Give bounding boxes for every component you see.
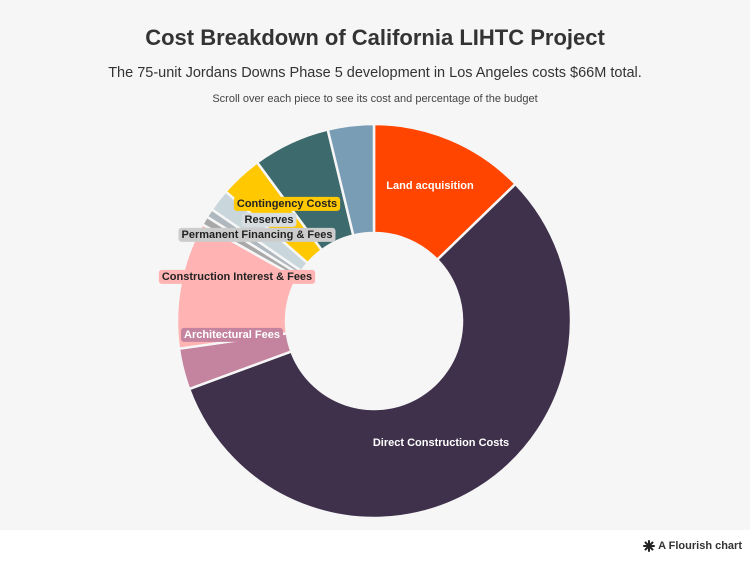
slice-label-background [178,227,336,242]
slice-direct-construction-costs[interactable] [187,182,573,520]
label-land-acquisition: Land acquisition [386,180,474,192]
slice-label-text: Land acquisition [386,180,474,192]
flourish-star-icon [643,540,656,552]
slice-unlabeled-9[interactable] [326,122,376,237]
label-architectural-fees: Architectural Fees [181,327,283,342]
slice-label-background [241,212,297,227]
label-permanent-financing-and-fees: Permanent Financing & Fees [178,227,336,242]
label-contingency-costs: Contingency Costs [233,196,341,211]
flourish-credit[interactable]: A Flourish chart [643,540,742,552]
chart-subtitle: The 75-unit Jordans Downs Phase 5 develo… [108,65,642,81]
slice-label-text: Construction Interest & Fees [162,271,312,283]
label-reserves: Reserves [241,212,297,227]
slice-label-text: Reserves [245,214,294,226]
slice-label-text: Permanent Financing & Fees [182,229,333,241]
donut-chart: Land acquisition Direct Construction Cost… [158,122,573,520]
label-construction-interest-and-fees: Construction Interest & Fees [158,269,316,284]
chart-title: Cost Breakdown of California LIHTC Proje… [145,25,605,50]
slice-label-background [181,327,283,342]
slice-label-background [233,196,341,211]
slice-label-background [158,269,316,284]
chart-instruction: Scroll over each piece to see its cost a… [212,93,538,105]
slice-label-text: Contingency Costs [237,198,337,210]
slice-label-text: Architectural Fees [184,329,280,341]
label-direct-construction-costs: Direct Construction Costs [373,437,509,449]
chart-area: Cost Breakdown of California LIHTC Proje… [108,25,642,520]
flourish-credit-label: A Flourish chart [658,540,742,552]
slice-label-text: Direct Construction Costs [373,437,509,449]
